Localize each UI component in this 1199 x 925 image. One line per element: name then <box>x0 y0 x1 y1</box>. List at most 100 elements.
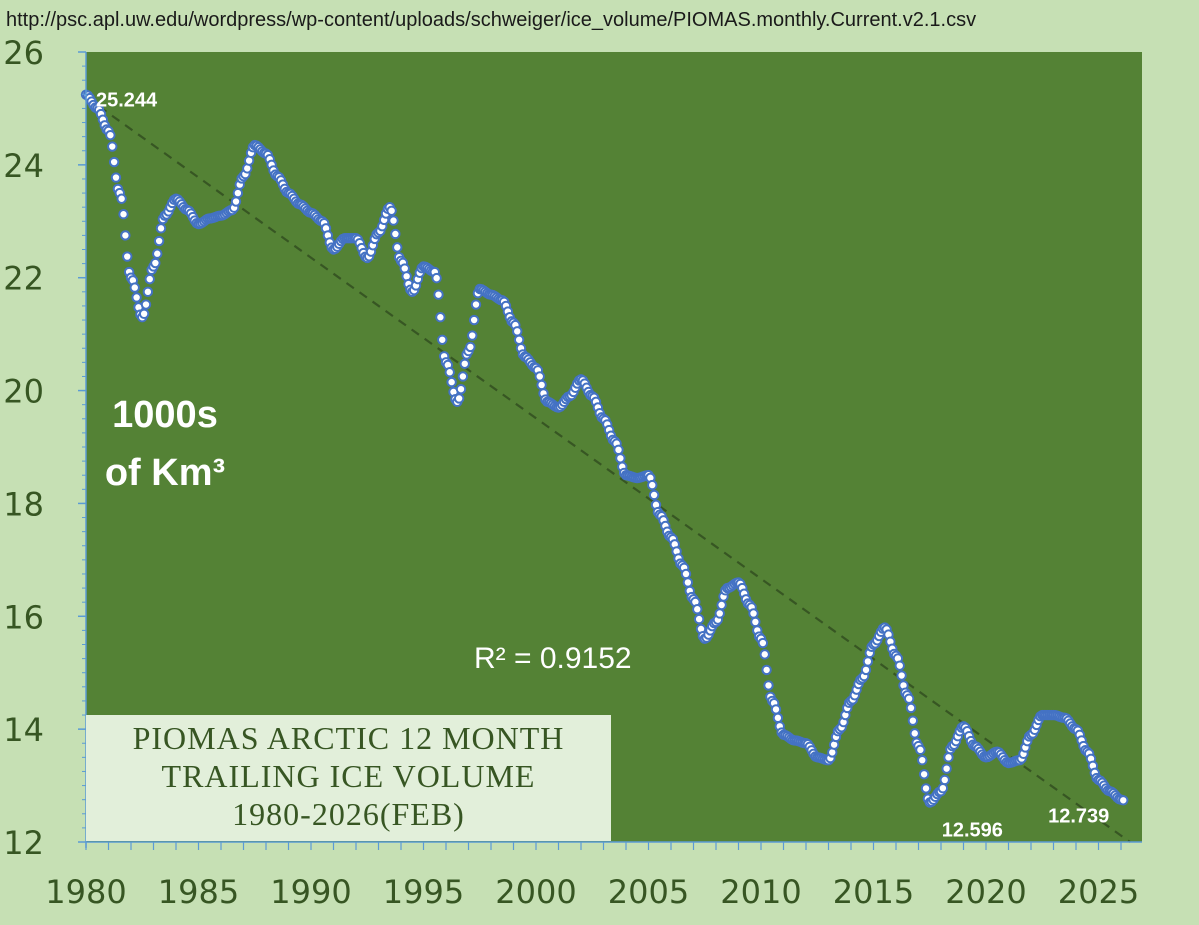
data-point <box>770 704 782 715</box>
y-tick-label: 20 <box>3 373 44 411</box>
y-axis-label: 1000s <box>112 394 218 436</box>
data-point <box>682 577 694 588</box>
data-point <box>761 664 772 676</box>
data-label: 25.244 <box>96 90 158 112</box>
data-point <box>468 314 480 326</box>
data-point <box>903 693 915 704</box>
data-point <box>150 257 161 269</box>
x-tick-label: 2005 <box>608 873 689 911</box>
data-point <box>152 248 163 259</box>
x-tick-label: 2010 <box>720 873 801 911</box>
data-point <box>534 371 545 382</box>
data-point <box>909 728 920 739</box>
data-point <box>714 608 725 619</box>
data-point <box>467 330 478 341</box>
label-layer: http://psc.apl.uw.edu/wordpress/wp-conte… <box>6 9 1109 841</box>
data-point <box>116 193 127 204</box>
data-point <box>943 752 954 763</box>
data-point <box>918 769 930 780</box>
y-tick-label: 16 <box>3 598 44 636</box>
data-point <box>615 453 626 464</box>
data-point <box>937 782 949 794</box>
trendline <box>85 96 1131 843</box>
x-tick-label: 1990 <box>270 873 351 911</box>
y-tick-label: 26 <box>3 34 44 72</box>
data-point <box>108 156 120 168</box>
y-tick-label: 24 <box>3 147 44 185</box>
y-tick-label: 18 <box>3 485 44 523</box>
trendline-layer <box>85 96 1131 843</box>
x-tick-label: 2025 <box>1058 873 1139 911</box>
data-point <box>759 649 770 660</box>
data-point <box>648 489 660 501</box>
data-point <box>444 367 455 378</box>
data-point <box>907 715 919 726</box>
data-point <box>230 196 242 207</box>
data-point <box>386 205 397 216</box>
data-point <box>453 393 465 404</box>
data-point <box>693 613 705 625</box>
data-point <box>748 608 759 619</box>
y-tick-label: 14 <box>3 711 44 749</box>
data-point <box>155 223 167 234</box>
data-point <box>647 479 658 491</box>
y-tick-label: 12 <box>3 824 44 862</box>
data-point <box>459 358 470 369</box>
data-point <box>513 334 525 345</box>
data-point <box>390 228 401 240</box>
data-point <box>772 712 784 724</box>
data-point <box>140 299 152 310</box>
data-point <box>392 242 403 253</box>
data-point <box>129 282 140 293</box>
data-point <box>862 656 874 667</box>
data-point <box>716 599 727 611</box>
chart-title-line: PIOMAS ARCTIC 12 MONTH <box>132 720 565 756</box>
data-point <box>142 286 154 298</box>
data-point <box>470 299 482 310</box>
data-point <box>446 376 457 388</box>
data-point <box>144 273 155 285</box>
y-axis-label: of Km³ <box>105 452 225 494</box>
data-point <box>915 744 926 756</box>
data-point <box>110 172 122 183</box>
data-label: 12.596 <box>942 819 1003 841</box>
x-tick-label: 2020 <box>945 873 1026 911</box>
data-point <box>750 616 761 628</box>
x-tick-label: 2000 <box>495 873 576 911</box>
data-point <box>1118 795 1129 806</box>
data-point <box>118 209 129 220</box>
data-point <box>138 308 150 320</box>
data-point <box>153 235 165 247</box>
data-point <box>894 660 905 671</box>
y-tick-label: 22 <box>3 260 44 298</box>
data-point <box>763 680 774 691</box>
data-point <box>437 334 448 345</box>
data-point <box>939 774 950 786</box>
data-point <box>433 289 444 300</box>
data-point <box>757 637 769 649</box>
data-point <box>512 326 523 337</box>
r-squared-label: R² = 0.9152 <box>474 642 632 675</box>
data-point <box>107 141 118 152</box>
chart-title-box: PIOMAS ARCTIC 12 MONTH TRAILING ICE VOLU… <box>86 715 611 841</box>
data-point <box>613 444 624 456</box>
data-point <box>131 292 142 303</box>
chart-title-line: TRAILING ICE VOLUME <box>161 758 536 794</box>
data-point <box>941 763 952 774</box>
data-point <box>896 670 907 681</box>
data-point <box>917 754 928 766</box>
data-point <box>105 129 116 141</box>
data-point <box>388 215 399 226</box>
data-point <box>465 341 476 353</box>
data-point <box>431 272 442 284</box>
source-url: http://psc.apl.uw.edu/wordpress/wp-conte… <box>6 9 976 31</box>
data-point <box>905 702 917 714</box>
data-point <box>692 604 703 615</box>
x-tick-label: 1985 <box>158 873 239 911</box>
data-point <box>457 371 469 382</box>
data-point <box>232 187 244 199</box>
data-point <box>455 383 467 395</box>
data-label: 12.739 <box>1048 805 1109 827</box>
